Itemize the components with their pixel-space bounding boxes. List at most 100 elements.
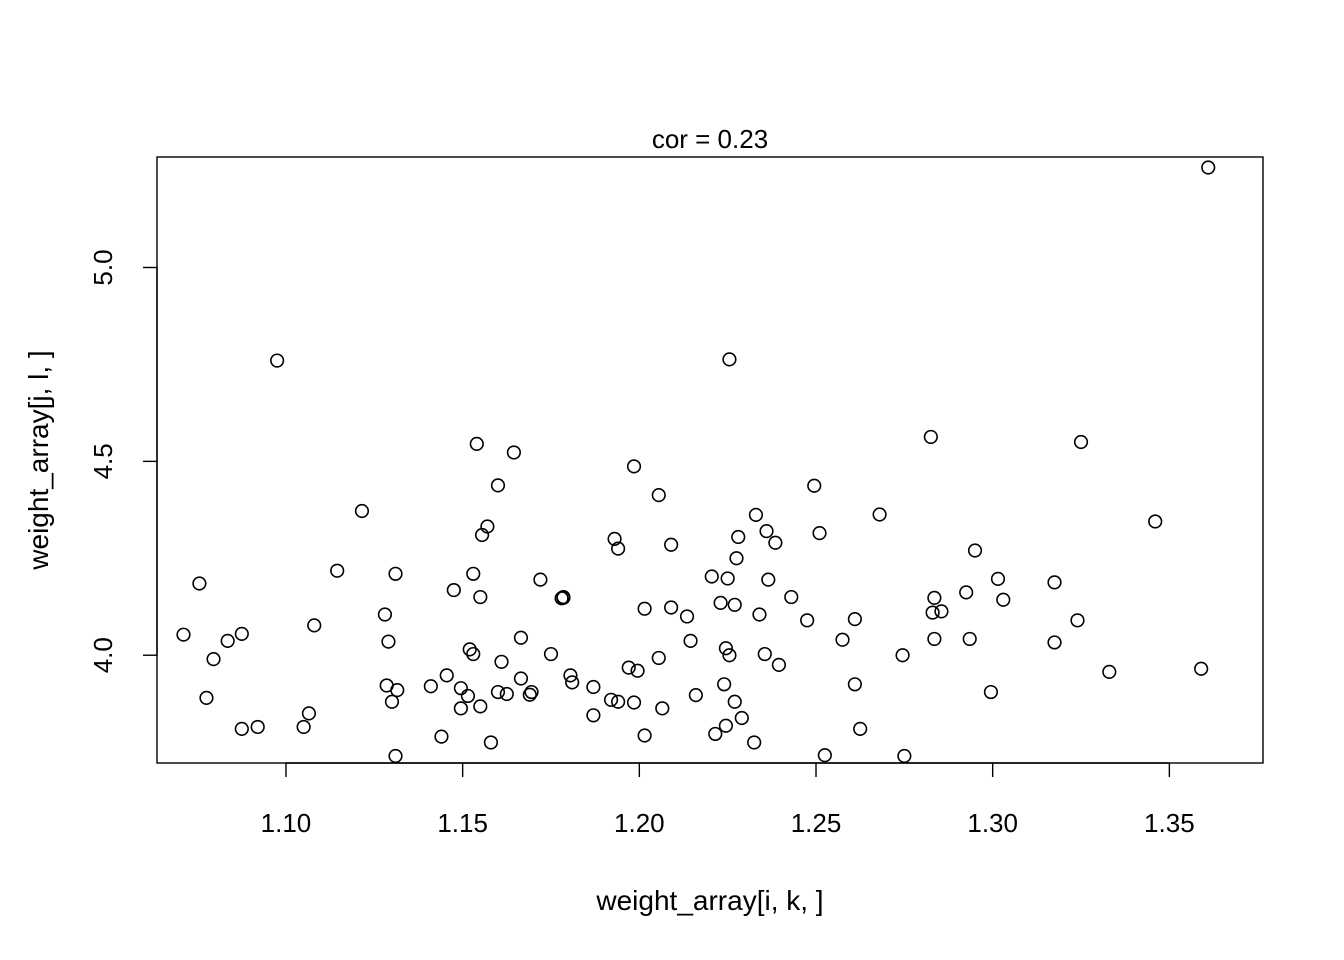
data-point bbox=[462, 642, 477, 657]
data-point bbox=[651, 487, 666, 503]
data-point bbox=[199, 690, 214, 705]
data-point bbox=[734, 710, 749, 726]
data-point bbox=[704, 569, 719, 584]
data-point bbox=[983, 684, 999, 700]
data-point bbox=[761, 572, 776, 587]
data-point bbox=[439, 668, 454, 683]
data-point bbox=[927, 631, 942, 647]
data-point bbox=[381, 634, 396, 649]
data-point bbox=[522, 687, 537, 702]
data-point bbox=[655, 701, 670, 716]
data-point bbox=[688, 688, 703, 703]
data-point bbox=[757, 646, 772, 662]
data-point bbox=[637, 601, 652, 616]
data-point bbox=[853, 721, 868, 736]
data-point bbox=[923, 429, 938, 445]
data-point bbox=[611, 541, 626, 556]
data-point bbox=[543, 646, 559, 662]
data-point bbox=[835, 632, 850, 647]
data-point bbox=[384, 694, 400, 709]
data-point bbox=[390, 683, 405, 698]
data-point bbox=[480, 519, 495, 534]
plot-frame bbox=[156, 156, 1264, 764]
data-point bbox=[817, 748, 832, 763]
data-point bbox=[1073, 434, 1089, 450]
data-point bbox=[722, 648, 737, 663]
data-point bbox=[727, 597, 742, 612]
data-point bbox=[506, 445, 521, 460]
y-axis-label: weight_array[j, l, ] bbox=[23, 350, 54, 570]
data-point bbox=[220, 633, 235, 648]
data-point bbox=[234, 721, 249, 736]
data-point bbox=[927, 590, 942, 605]
data-point bbox=[925, 605, 940, 620]
data-point bbox=[490, 478, 506, 493]
data-point bbox=[494, 654, 509, 669]
x-tick-label: 1.15 bbox=[437, 808, 488, 838]
data-point bbox=[603, 692, 619, 707]
data-point bbox=[270, 353, 285, 368]
data-point bbox=[586, 679, 601, 695]
data-point bbox=[768, 535, 783, 550]
data-point bbox=[1047, 575, 1062, 590]
data-point bbox=[720, 571, 735, 586]
data-point bbox=[771, 657, 787, 673]
x-tick-label: 1.25 bbox=[791, 808, 842, 838]
data-point bbox=[651, 650, 666, 666]
data-point bbox=[717, 677, 732, 692]
data-point bbox=[524, 684, 539, 700]
data-point bbox=[713, 595, 728, 610]
data-point bbox=[556, 589, 571, 605]
data-point bbox=[354, 503, 370, 519]
data-point bbox=[747, 735, 762, 750]
data-point bbox=[812, 525, 827, 541]
data-point bbox=[499, 686, 514, 702]
data-point bbox=[176, 627, 191, 642]
data-point bbox=[423, 679, 438, 694]
data-point bbox=[752, 607, 767, 622]
x-axis: 1.10 1.15 1.20 1.25 1.30 1.35 bbox=[261, 762, 1195, 838]
data-point bbox=[466, 646, 481, 662]
y-axis: 4.0 4.5 5.0 bbox=[88, 249, 158, 673]
data-point bbox=[718, 718, 734, 733]
data-point bbox=[473, 699, 488, 714]
data-point bbox=[250, 719, 265, 735]
data-point bbox=[607, 531, 622, 547]
data-point bbox=[718, 641, 734, 656]
data-point bbox=[234, 626, 249, 641]
data-point bbox=[453, 681, 468, 696]
data-point bbox=[1148, 514, 1163, 529]
data-point bbox=[990, 571, 1006, 586]
data-point bbox=[388, 566, 403, 581]
data-point bbox=[1047, 635, 1062, 650]
data-point bbox=[466, 566, 481, 581]
x-tick-label: 1.20 bbox=[614, 808, 665, 838]
data-point bbox=[490, 684, 506, 700]
data-point bbox=[759, 524, 774, 539]
data-point bbox=[483, 735, 499, 750]
data-point bbox=[206, 651, 221, 667]
data-point bbox=[377, 607, 393, 622]
data-point bbox=[727, 694, 742, 709]
data-point bbox=[460, 688, 476, 704]
data-point bbox=[895, 648, 910, 663]
data-point bbox=[330, 563, 345, 578]
y-tick-label: 4.5 bbox=[88, 443, 118, 479]
data-point bbox=[469, 436, 484, 452]
data-point bbox=[434, 729, 449, 744]
data-point bbox=[586, 708, 601, 723]
data-point bbox=[847, 612, 862, 627]
data-point bbox=[453, 701, 468, 716]
y-tick-label: 5.0 bbox=[88, 249, 118, 285]
data-point bbox=[731, 529, 746, 545]
data-point bbox=[1201, 160, 1216, 175]
data-point bbox=[307, 618, 322, 633]
data-point bbox=[934, 604, 949, 619]
data-point bbox=[533, 572, 548, 587]
data-point bbox=[388, 748, 403, 764]
data-point bbox=[807, 478, 822, 493]
data-point bbox=[872, 507, 887, 522]
data-point bbox=[1070, 613, 1085, 628]
data-point bbox=[664, 600, 679, 615]
data-point bbox=[1102, 664, 1117, 679]
